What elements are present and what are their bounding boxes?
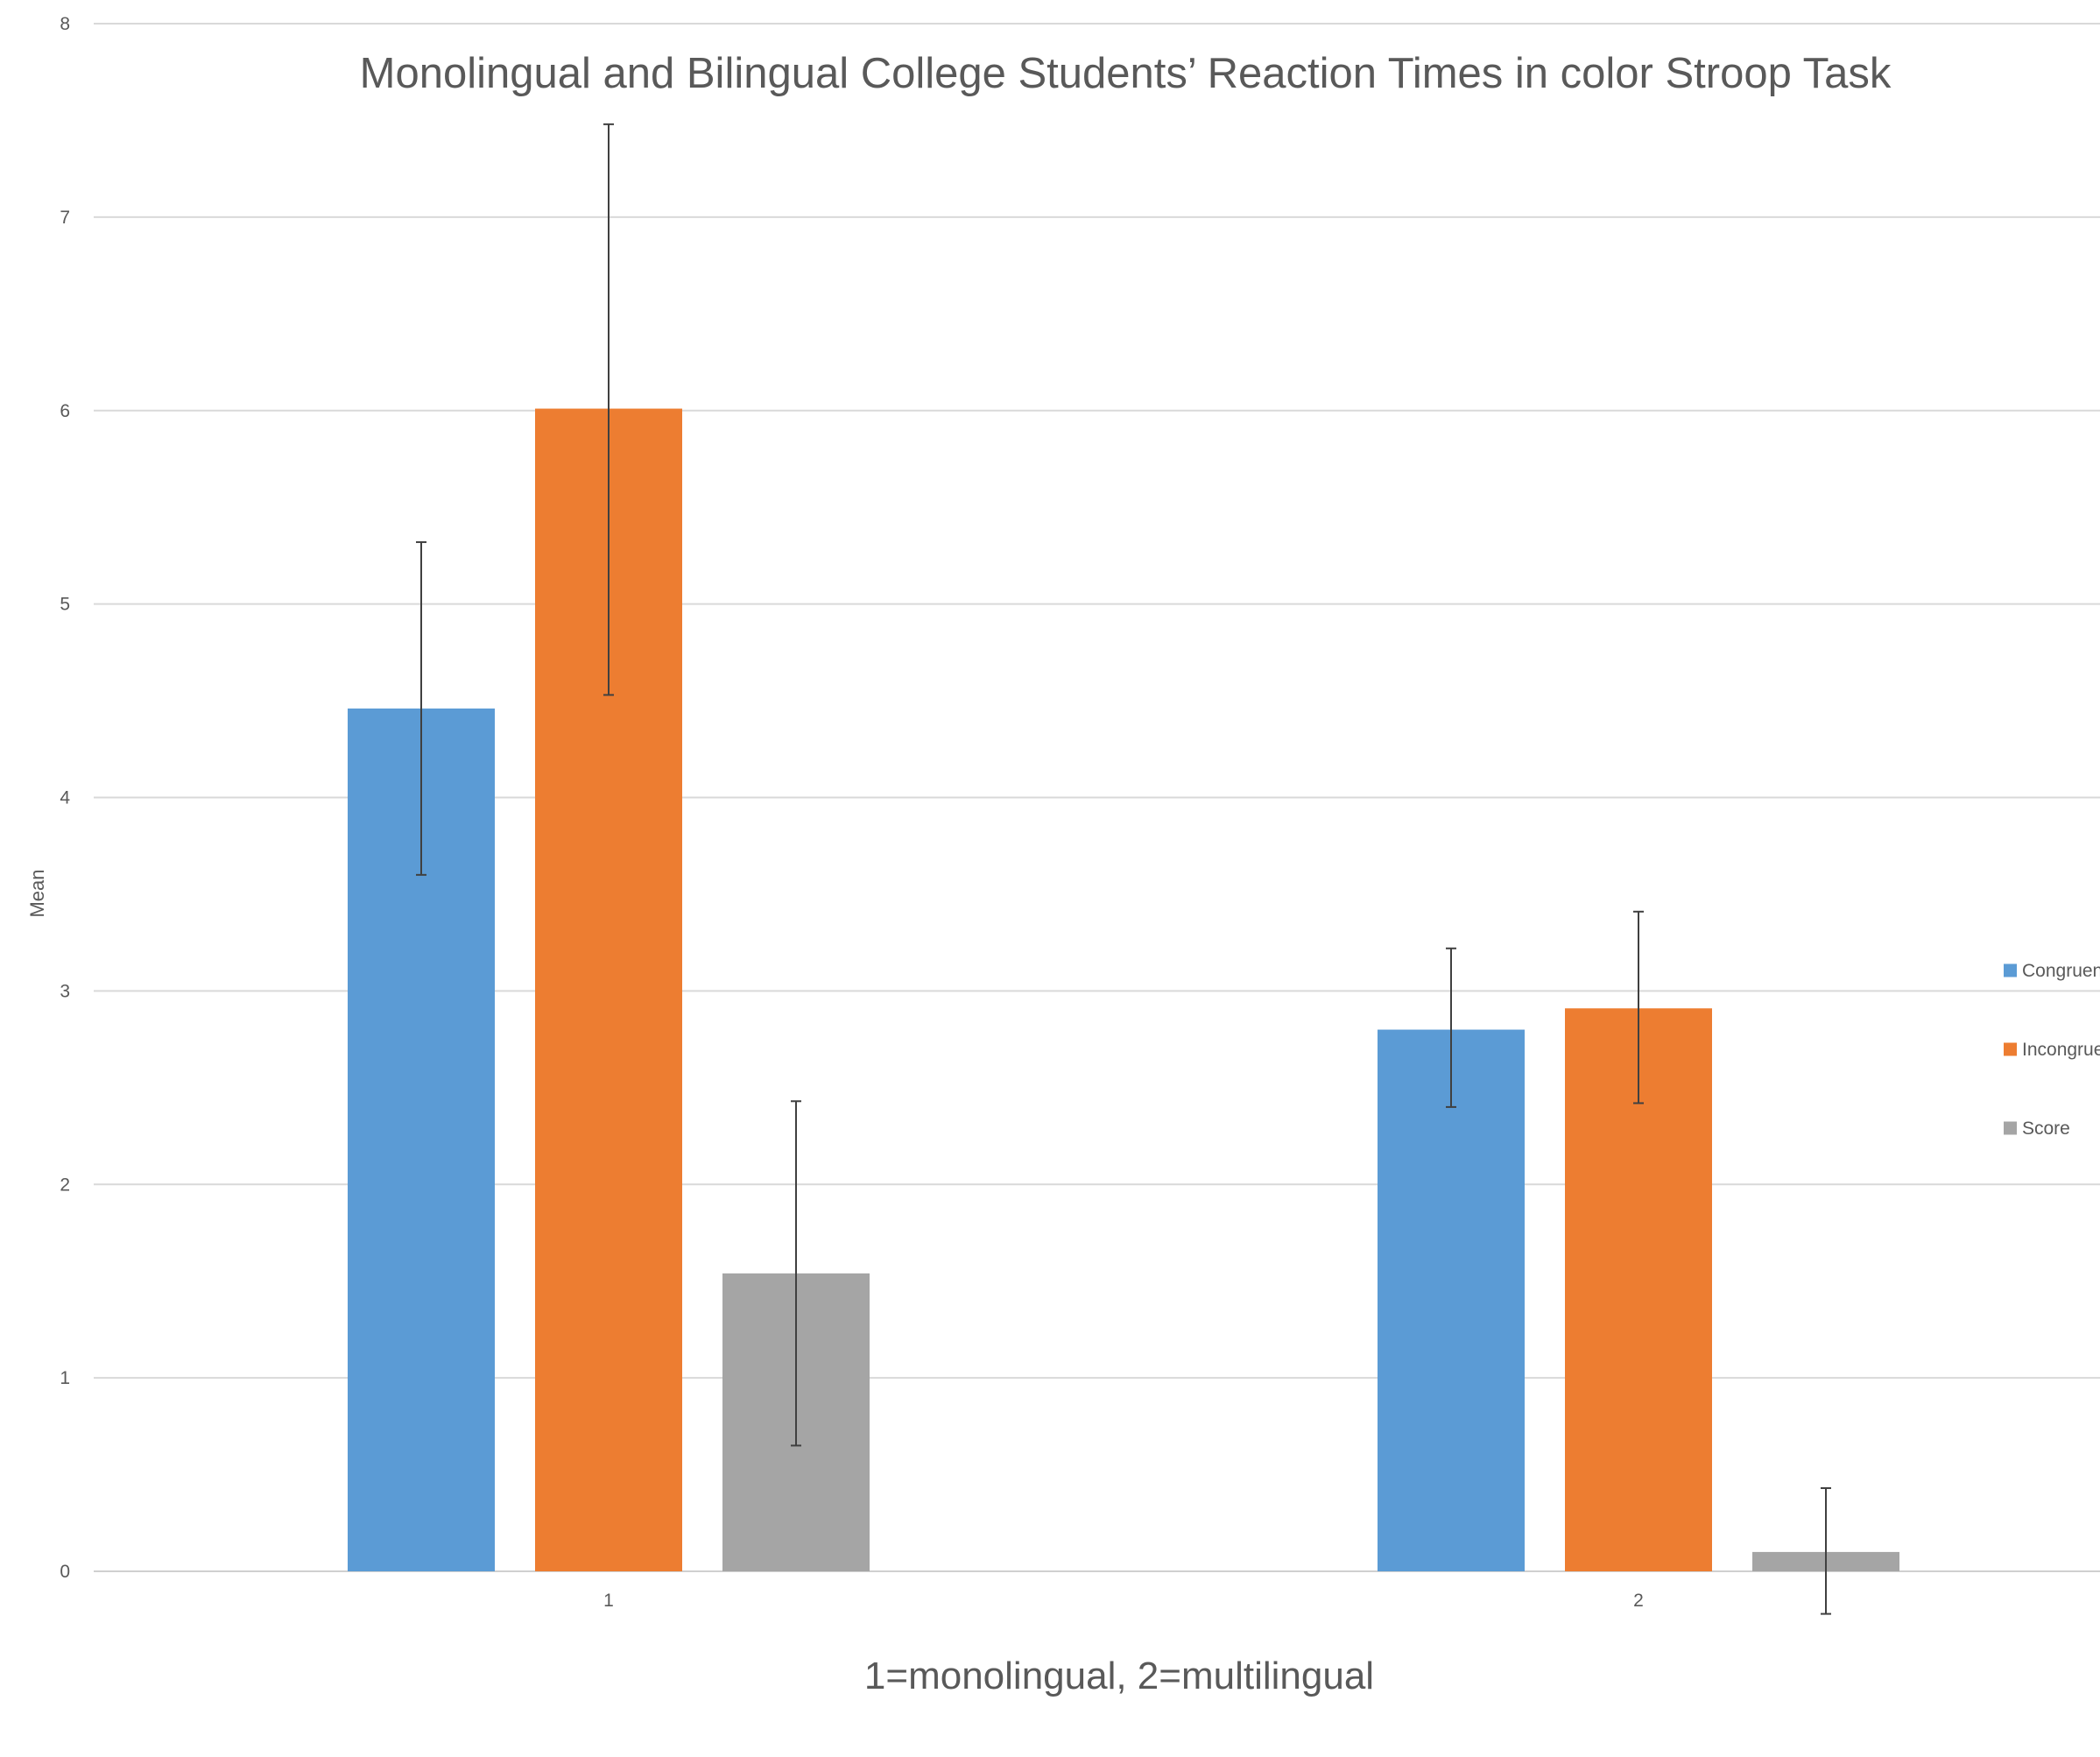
x-axis-title: 1=monolingual, 2=multilingual <box>864 1655 1374 1697</box>
error-bars <box>416 123 1831 1615</box>
legend-label: Incongrue <box>2022 1040 2100 1060</box>
legend-item-score: Score <box>2004 1118 2070 1139</box>
error-bar-congruen-2 <box>1446 947 1456 1108</box>
legend: Congruen Incongrue Score <box>2004 961 2100 1139</box>
error-bar-score-1 <box>791 1100 801 1447</box>
legend-swatch <box>2004 1042 2017 1056</box>
error-bar-incongrue-1 <box>603 123 614 696</box>
x-category-label-2: 2 <box>1633 1591 1644 1611</box>
y-tick-label: 2 <box>60 1175 70 1195</box>
y-tick-label: 7 <box>60 208 70 228</box>
error-bar-score-2 <box>1821 1487 1831 1615</box>
x-category-label-1: 1 <box>603 1591 614 1611</box>
y-tick-label: 4 <box>60 788 70 808</box>
chart-title: Monolingual and Bilingual College Studen… <box>360 50 1892 97</box>
legend-label: Score <box>2022 1118 2070 1139</box>
legend-swatch <box>2004 1121 2017 1135</box>
legend-item-congruen: Congruen <box>2004 961 2100 981</box>
legend-label: Congruen <box>2022 961 2100 981</box>
legend-swatch <box>2004 963 2017 977</box>
y-tick-label: 1 <box>60 1368 70 1388</box>
legend-item-incongrue: Incongrue <box>2004 1040 2100 1060</box>
bar-congruen-2 <box>1378 1029 1525 1571</box>
y-tick-label: 6 <box>60 401 70 421</box>
bars <box>348 408 1899 1571</box>
y-axis-title: Mean <box>26 869 48 917</box>
y-tick-label: 8 <box>60 14 70 34</box>
y-tick-label: 0 <box>60 1562 70 1582</box>
y-axis-tick-labels: 0 1 2 3 4 5 6 7 8 <box>60 14 70 1582</box>
error-bar-congruen-1 <box>416 540 426 876</box>
y-tick-label: 5 <box>60 595 70 615</box>
error-bar-incongrue-2 <box>1633 910 1644 1104</box>
y-tick-label: 3 <box>60 981 70 1001</box>
